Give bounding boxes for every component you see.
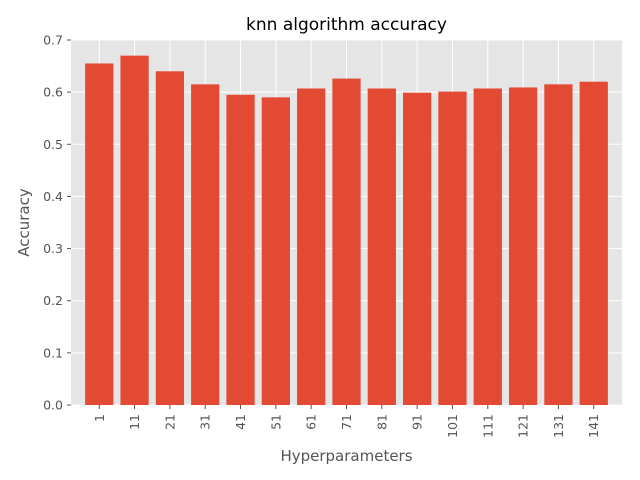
x-tick-label: 31 — [198, 414, 213, 430]
bar-1 — [85, 63, 114, 405]
x-axis-ticks: 1 11 21 31 41 51 61 71 81 91 101 111 121 131 141 — [92, 405, 601, 438]
x-tick-label: 141 — [586, 414, 601, 438]
bar-11 — [120, 55, 149, 406]
x-tick-label: 41 — [233, 414, 248, 430]
y-axis-ticks: 0.0 0.1 0.2 0.3 0.4 0.5 0.6 0.7 — [43, 33, 71, 413]
bar-91 — [403, 92, 432, 406]
x-tick-label: 101 — [445, 414, 460, 438]
y-tick-label: 0.5 — [43, 137, 63, 152]
y-axis-label: Accuracy — [15, 188, 33, 257]
x-tick-label: 21 — [162, 414, 177, 430]
x-tick-label: 61 — [304, 414, 319, 430]
bar-111 — [473, 88, 502, 405]
y-tick-label: 0.1 — [43, 345, 63, 360]
bar-131 — [544, 84, 573, 406]
y-tick-label: 0.4 — [43, 189, 63, 204]
y-tick-label: 0.2 — [43, 293, 63, 308]
chart-title: knn algorithm accuracy — [246, 15, 447, 35]
y-tick-label: 0.3 — [43, 241, 63, 256]
bar-21 — [155, 71, 185, 406]
bar-141 — [579, 81, 608, 405]
bar-81 — [367, 88, 396, 405]
x-tick-label: 11 — [127, 414, 142, 430]
x-axis-label: Hyperparameters — [280, 447, 412, 465]
y-tick-label: 0.0 — [43, 398, 63, 413]
bar-61 — [297, 88, 326, 405]
bars — [85, 55, 608, 406]
y-tick-label: 0.6 — [43, 85, 63, 100]
bar-121 — [508, 87, 538, 405]
x-tick-label: 71 — [339, 414, 354, 430]
bar-51 — [261, 97, 290, 405]
x-tick-label: 111 — [480, 414, 495, 438]
bar-41 — [226, 94, 255, 405]
x-tick-label: 81 — [374, 414, 389, 430]
bar-71 — [332, 78, 361, 405]
x-tick-label: 1 — [92, 414, 107, 422]
bar-31 — [191, 84, 220, 406]
y-tick-label: 0.7 — [43, 33, 63, 48]
x-tick-label: 51 — [268, 414, 283, 430]
x-tick-label: 91 — [410, 414, 425, 430]
bar-101 — [438, 91, 467, 405]
x-tick-label: 121 — [516, 414, 531, 438]
x-tick-label: 131 — [551, 414, 566, 438]
